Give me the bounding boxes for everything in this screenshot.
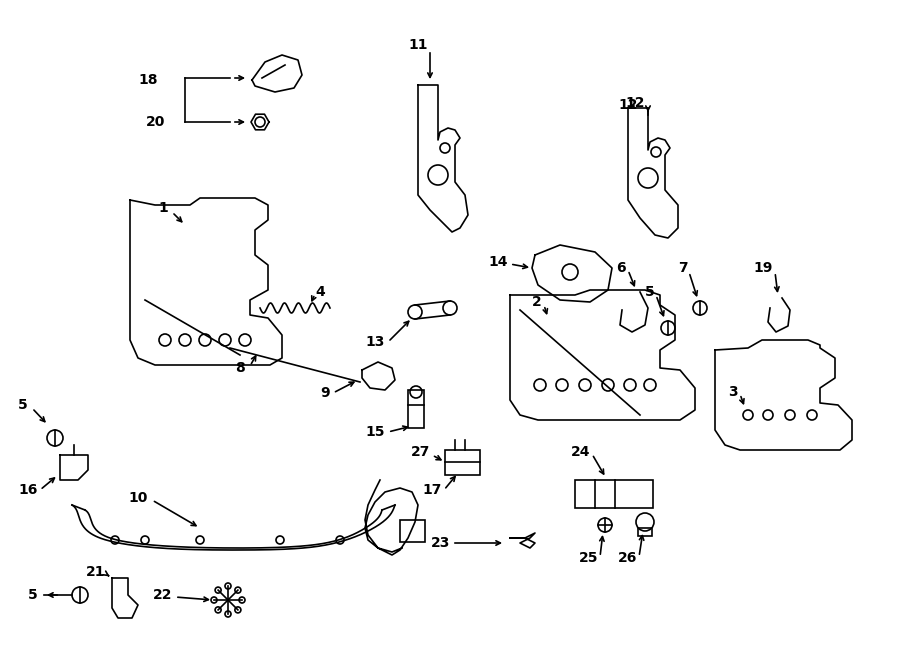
Text: 15: 15 bbox=[365, 425, 385, 439]
Text: 8: 8 bbox=[235, 361, 245, 375]
Text: 22: 22 bbox=[152, 588, 172, 602]
Text: 26: 26 bbox=[617, 551, 637, 565]
Text: 12: 12 bbox=[626, 96, 645, 110]
Text: 13: 13 bbox=[365, 335, 385, 349]
Text: 12: 12 bbox=[618, 98, 638, 112]
Text: 10: 10 bbox=[129, 491, 148, 505]
Text: 21: 21 bbox=[86, 565, 105, 579]
Text: 14: 14 bbox=[489, 255, 508, 269]
Bar bbox=[575, 480, 653, 508]
Text: 1: 1 bbox=[158, 201, 168, 215]
Text: 24: 24 bbox=[571, 445, 590, 459]
Text: 16: 16 bbox=[19, 483, 38, 497]
Text: 7: 7 bbox=[679, 261, 688, 275]
Text: 6: 6 bbox=[616, 261, 626, 275]
Bar bbox=[638, 528, 652, 536]
Bar bbox=[400, 520, 425, 542]
Text: 11: 11 bbox=[409, 38, 428, 52]
Text: 9: 9 bbox=[320, 386, 330, 400]
Text: 17: 17 bbox=[423, 483, 442, 497]
Text: 5: 5 bbox=[28, 588, 38, 602]
Text: 5: 5 bbox=[645, 285, 655, 299]
Text: 27: 27 bbox=[410, 445, 430, 459]
Text: 20: 20 bbox=[146, 115, 165, 129]
Text: 18: 18 bbox=[139, 73, 158, 87]
Text: 23: 23 bbox=[430, 536, 450, 550]
Bar bbox=[408, 390, 424, 428]
Text: 2: 2 bbox=[532, 295, 542, 309]
Text: 5: 5 bbox=[18, 398, 28, 412]
Bar bbox=[445, 450, 480, 475]
Text: 3: 3 bbox=[728, 385, 738, 399]
Text: 19: 19 bbox=[753, 261, 773, 275]
Text: 25: 25 bbox=[579, 551, 598, 565]
Text: 4: 4 bbox=[315, 285, 325, 299]
